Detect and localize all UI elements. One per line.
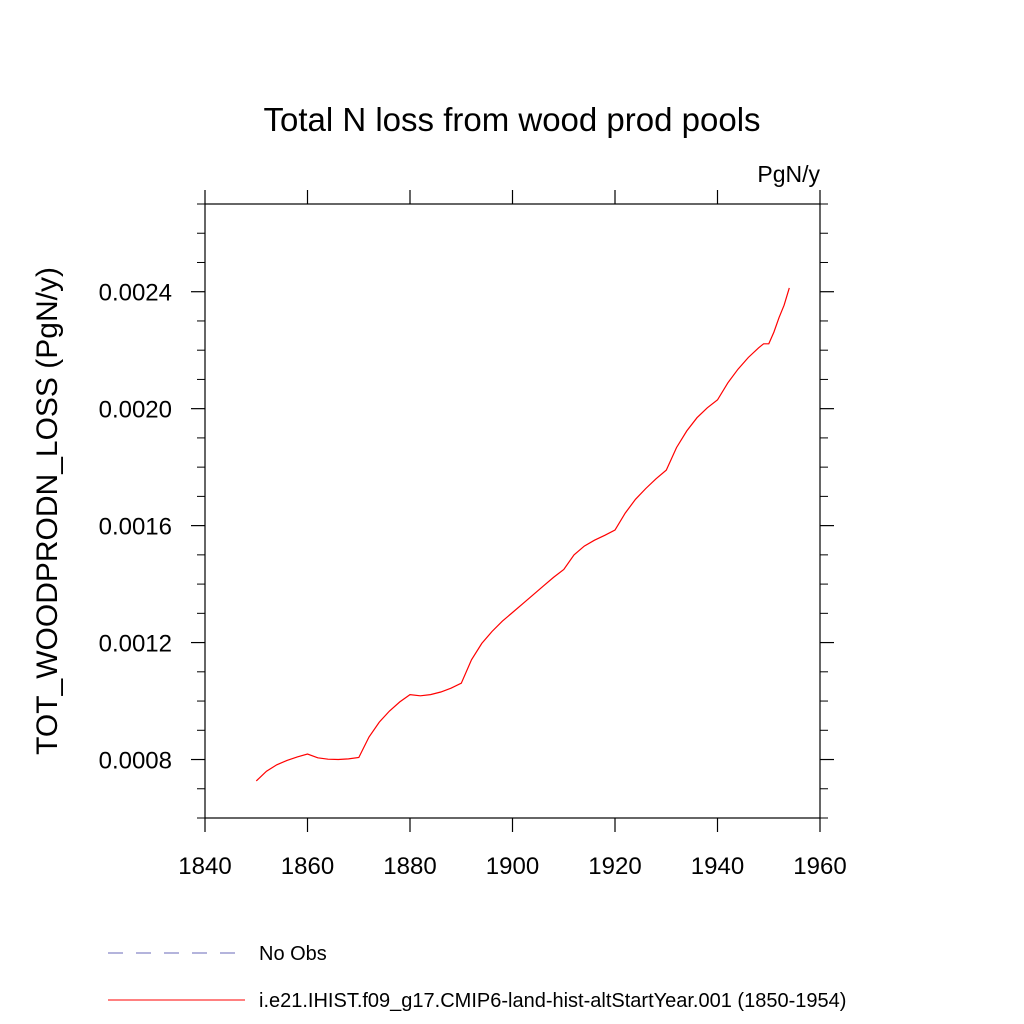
x-tick-label: 1940: [691, 853, 744, 880]
y-axis-label: TOT_WOODPRODN_LOSS (PgN/y): [31, 267, 64, 755]
series-line-0: [255, 287, 790, 782]
x-tick-label: 1900: [486, 853, 539, 880]
legend: No Obs i.e21.IHIST.f09_g17.CMIP6-land-hi…: [108, 943, 846, 1012]
x-tick-label: 1960: [793, 853, 846, 880]
series-layer: [255, 287, 790, 782]
x-tick-label: 1860: [281, 853, 334, 880]
y-tick-label: 0.0024: [99, 280, 172, 307]
x-tick-label: 1920: [588, 853, 641, 880]
x-tick-label: 1880: [383, 853, 436, 880]
legend-label-no-obs: No Obs: [259, 943, 327, 965]
x-tick-label: 1840: [178, 853, 231, 880]
y-tick-label: 0.0020: [99, 397, 172, 424]
y-tick-label: 0.0008: [99, 748, 172, 775]
legend-label-model-run: i.e21.IHIST.f09_g17.CMIP6-land-hist-altS…: [259, 990, 846, 1012]
y-tick-labels: 0.0008 0.0012 0.0016 0.0020 0.0024: [99, 280, 172, 775]
y-tick-label: 0.0012: [99, 631, 172, 658]
axis-ticks: [191, 190, 834, 832]
plot-frame: [204, 203, 821, 819]
y-tick-label: 0.0016: [99, 514, 172, 541]
chart-title: Total N loss from wood prod pools: [263, 101, 760, 138]
x-tick-labels: 1840 1860 1880 1900 1920 1940 1960: [178, 853, 846, 880]
units-label: PgN/y: [757, 161, 820, 187]
